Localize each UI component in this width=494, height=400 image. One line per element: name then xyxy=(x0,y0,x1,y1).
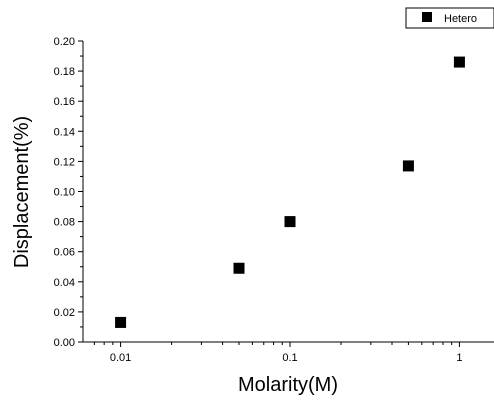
y-tick-label: 0.02 xyxy=(54,307,75,319)
y-tick-label: 0.14 xyxy=(54,126,75,138)
y-tick-label: 0.08 xyxy=(54,217,75,229)
data-point xyxy=(402,160,414,172)
y-tick-label: 0.04 xyxy=(54,277,75,289)
legend-label: Hetero xyxy=(444,13,477,25)
x-tick-label: 0.1 xyxy=(282,352,297,364)
data-point xyxy=(233,262,245,274)
y-tick-label: 0.00 xyxy=(54,337,75,349)
x-ticks: 0.01 0.1 1 xyxy=(93,342,462,364)
y-axis-title: Displacement(%) xyxy=(11,116,33,268)
legend: Hetero xyxy=(405,7,494,29)
x-axis-title: Molarity(M) xyxy=(238,374,338,396)
y-tick-label: 0.06 xyxy=(54,247,75,259)
data-point xyxy=(115,316,127,328)
y-tick-label: 0.18 xyxy=(54,66,75,78)
data-point xyxy=(284,216,296,228)
y-ticks: 0.00 0.02 0.04 0.06 0.08 0.10 0.12 0.14 0.16 0.18… xyxy=(54,36,83,349)
y-tick-label: 0.16 xyxy=(54,96,75,108)
y-tick-label: 0.20 xyxy=(54,36,75,48)
y-tick-label: 0.12 xyxy=(54,156,75,168)
data-point xyxy=(453,56,465,68)
data-points xyxy=(115,56,465,328)
x-tick-label: 0.01 xyxy=(110,352,131,364)
legend-marker xyxy=(422,12,432,22)
y-tick-label: 0.10 xyxy=(54,187,75,199)
axes xyxy=(82,41,494,343)
x-tick-label: 1 xyxy=(456,352,462,364)
